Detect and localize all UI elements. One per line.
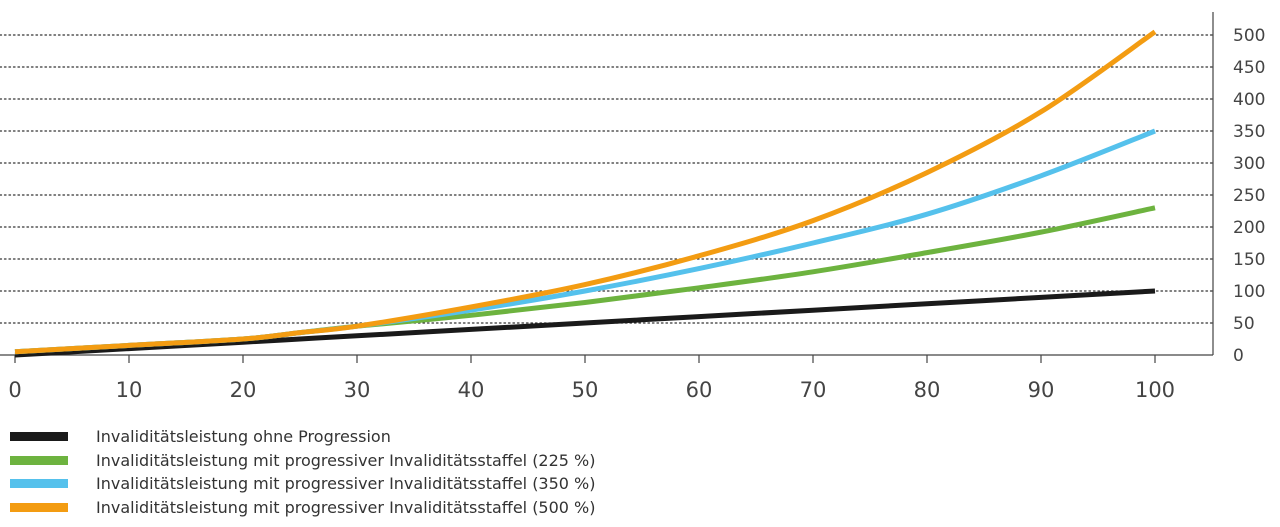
- y-tick-label-400: 400: [1233, 90, 1265, 110]
- legend-swatch: [10, 502, 68, 512]
- x-tick-label-60: 60: [686, 378, 713, 402]
- legend-item-500: Invaliditätsleistung mit progressiver In…: [10, 496, 1110, 520]
- series-line-500: [14, 29, 1157, 355]
- legend-label: Invaliditätsleistung ohne Progression: [96, 427, 391, 447]
- series-line-225: [14, 205, 1156, 355]
- legend-swatch: [10, 432, 68, 442]
- series-line-ohne-progression: [14, 288, 1156, 358]
- legend-item-350: Invaliditätsleistung mit progressiver In…: [10, 472, 1110, 496]
- y-tick-label-150: 150: [1233, 250, 1265, 270]
- x-tick-label-90: 90: [1028, 378, 1055, 402]
- y-tick-label-250: 250: [1233, 186, 1265, 206]
- legend-label: Invaliditätsleistung mit progressiver In…: [96, 497, 596, 517]
- y-tick-label-450: 450: [1233, 58, 1265, 78]
- legend-swatch: [10, 455, 68, 465]
- x-tick-label-70: 70: [800, 378, 827, 402]
- y-tick-label-350: 350: [1233, 122, 1265, 142]
- legend-label: Invaliditätsleistung mit progressiver In…: [96, 450, 596, 470]
- x-tick-label-100: 100: [1135, 378, 1175, 402]
- y-tick-label-50: 50: [1233, 314, 1255, 334]
- x-tick-label-10: 10: [116, 378, 143, 402]
- y-tick-label-300: 300: [1233, 154, 1265, 174]
- x-tick-label-40: 40: [458, 378, 485, 402]
- y-tick-label-0: 0: [1233, 346, 1244, 366]
- x-tick-label-50: 50: [572, 378, 599, 402]
- legend-swatch: [10, 479, 68, 489]
- x-tick-label-30: 30: [344, 378, 371, 402]
- legend: Invaliditätsleistung ohne Progression Inv…: [10, 425, 1110, 519]
- legend-item-225: Invaliditätsleistung mit progressiver In…: [10, 449, 1110, 473]
- y-tick-label-100: 100: [1233, 282, 1265, 302]
- legend-item-ohne-progression: Invaliditätsleistung ohne Progression: [10, 425, 1110, 449]
- x-tick-label-80: 80: [914, 378, 941, 402]
- legend-label: Invaliditätsleistung mit progressiver In…: [96, 474, 596, 494]
- x-tick-label-0: 0: [8, 378, 21, 402]
- y-tick-label-500: 500: [1233, 26, 1265, 46]
- x-tick-label-20: 20: [230, 378, 257, 402]
- y-tick-label-200: 200: [1233, 218, 1265, 238]
